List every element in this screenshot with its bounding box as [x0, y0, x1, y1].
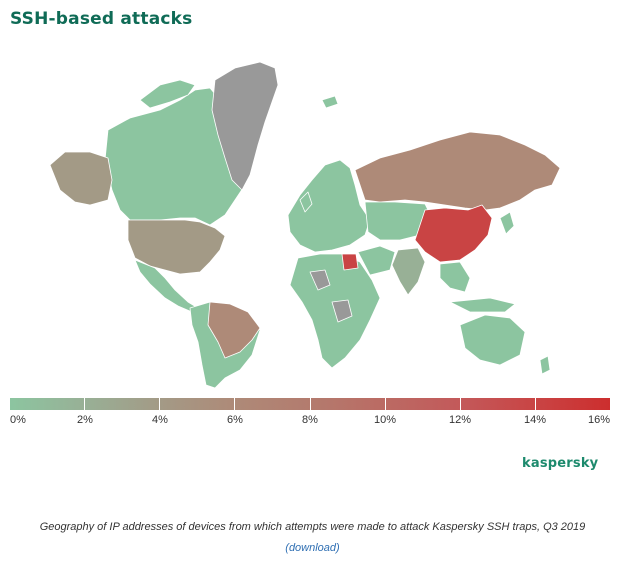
map-region-japan — [499, 211, 515, 235]
map-region-egypt — [341, 253, 359, 271]
map-region-greenland — [211, 61, 279, 191]
download-link[interactable]: (download) — [285, 542, 340, 554]
map-region-southeast-asia — [439, 261, 471, 293]
map-region-indonesia — [449, 297, 516, 313]
map-region-china — [414, 204, 493, 263]
legend-tick-label: 8% — [302, 414, 318, 426]
map-region-uk — [299, 191, 313, 213]
legend-labels: 0% 2% 4% 6% 8% 10% 12% 14% 16% — [0, 414, 625, 428]
legend-tick-label: 16% — [587, 414, 610, 426]
world-map — [49, 61, 561, 389]
map-region-new-zealand — [539, 355, 551, 375]
legend-color-scale — [10, 398, 610, 410]
map-region-africa-gray-west — [309, 269, 331, 291]
map-region-india — [391, 247, 426, 296]
map-region-alaska — [49, 151, 113, 206]
legend-swatch — [235, 398, 311, 410]
legend-swatch — [10, 398, 86, 410]
legend-swatch — [160, 398, 236, 410]
map-region-middle-east — [357, 245, 396, 276]
kaspersky-logo: kaspersky — [522, 456, 599, 471]
legend-swatch — [460, 398, 536, 410]
legend-tick-label: 0% — [10, 414, 26, 426]
legend-tick-label: 6% — [227, 414, 243, 426]
map-region-canada-islands — [139, 79, 196, 109]
map-region-usa — [127, 219, 226, 275]
legend-tick-label: 2% — [77, 414, 93, 426]
legend-tick-label: 4% — [152, 414, 168, 426]
map-region-africa-gray-central — [331, 299, 353, 323]
map-region-europe — [287, 159, 371, 253]
figure-caption: Geography of IP addresses of devices fro… — [39, 521, 586, 533]
legend-swatch — [385, 398, 461, 410]
legend-tick-label: 10% — [373, 414, 397, 426]
map-region-russia — [354, 131, 561, 211]
legend-swatch — [85, 398, 161, 410]
map-region-iceland — [321, 95, 339, 109]
legend-tick-label: 12% — [448, 414, 472, 426]
legend-swatch — [535, 398, 610, 410]
legend-tick-label: 14% — [523, 414, 547, 426]
legend-swatch — [310, 398, 386, 410]
map-region-brazil — [207, 301, 261, 359]
chart-title: SSH-based attacks — [10, 9, 193, 29]
map-region-australia — [459, 314, 526, 366]
